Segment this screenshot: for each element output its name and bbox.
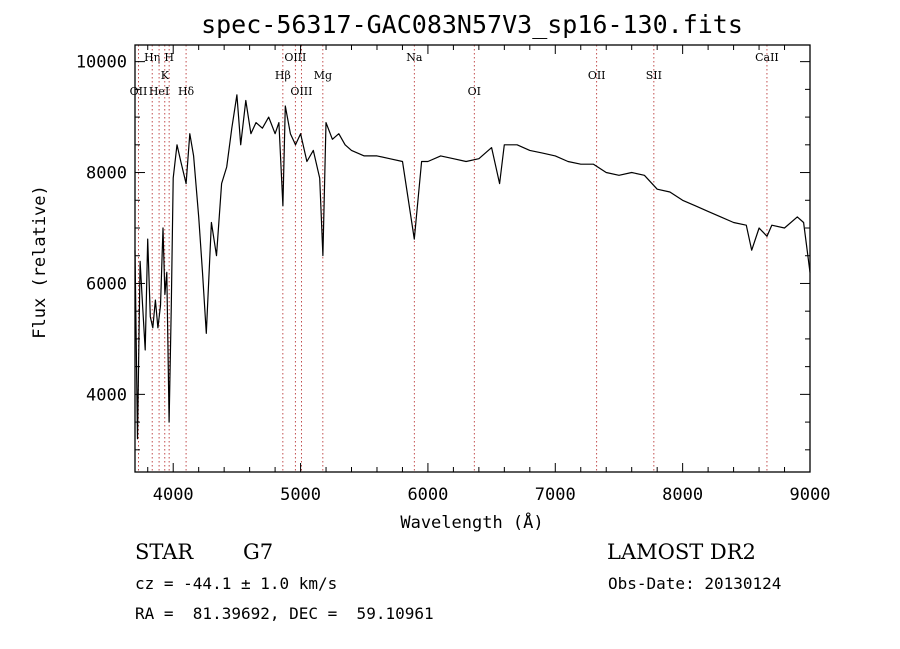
spectral-line-label: K <box>161 69 170 82</box>
y-tick-label: 10000 <box>76 53 127 73</box>
coordinates-readout: RA = 81.39692, DEC = 59.10961 <box>135 604 434 623</box>
x-tick-label: 7000 <box>535 485 576 505</box>
survey-name: LAMOST DR2 <box>607 540 756 564</box>
spectrum-line <box>134 94 811 440</box>
x-tick-label: 9000 <box>790 485 831 505</box>
spectral-line-label: OII <box>130 85 148 98</box>
velocity-readout: cz = -44.1 ± 1.0 km/s <box>135 574 338 593</box>
chart-title: spec-56317-GAC083N57V3_sp16-130.fits <box>201 10 743 39</box>
x-axis-label: Wavelength (Å) <box>400 511 543 533</box>
y-tick-label: 6000 <box>86 274 127 294</box>
observation-date: Obs-Date: 20130124 <box>608 574 782 593</box>
spectral-line-label: CaII <box>755 51 779 64</box>
spectral-line-label: H <box>164 51 174 64</box>
spectral-line-label: HeI <box>149 85 169 98</box>
spectral-line-label: OIII <box>290 85 312 98</box>
spectral-line-label: Hη <box>144 51 160 64</box>
y-tick-label: 4000 <box>86 385 127 405</box>
y-tick-label: 8000 <box>86 164 127 184</box>
spectral-line-label: OI <box>468 85 481 98</box>
spectral-line-label: OII <box>588 69 606 82</box>
x-tick-label: 5000 <box>280 485 321 505</box>
x-tick-label: 4000 <box>153 485 194 505</box>
spectral-subclass: G7 <box>243 540 274 564</box>
axes: 4000 5000 6000 7000 8000 9000 4000 6000 8000 1000… <box>76 45 831 505</box>
object-type: STAR <box>135 540 194 564</box>
x-tick-label: 8000 <box>662 485 703 505</box>
spectral-line-label: Hβ <box>275 69 291 82</box>
spectral-line-label: Mg <box>314 69 332 82</box>
x-tick-label: 6000 <box>407 485 448 505</box>
y-axis-label: Flux (relative) <box>30 185 50 339</box>
spectral-line-label: OIII <box>284 51 306 64</box>
plot-frame <box>134 44 811 473</box>
spectral-line-label: Na <box>406 51 423 64</box>
spectral-line-label: SII <box>646 69 662 82</box>
spectral-line-label: Hδ <box>178 85 195 98</box>
